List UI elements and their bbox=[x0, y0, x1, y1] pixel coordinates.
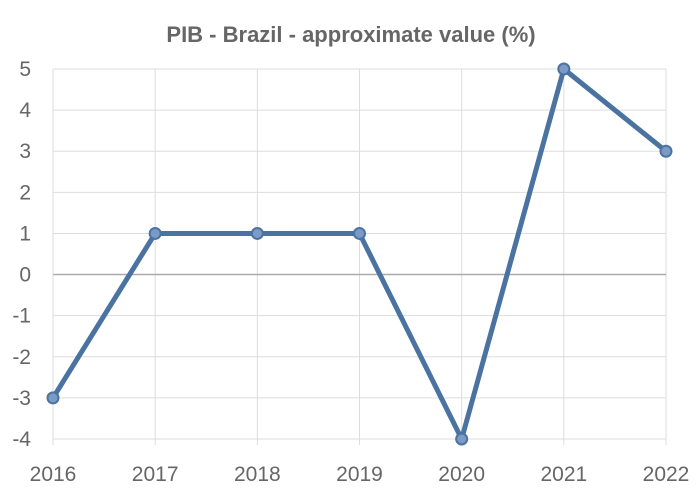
data-point-2022 bbox=[659, 144, 673, 158]
y-tick-label: -4 bbox=[12, 428, 31, 451]
grid bbox=[53, 68, 667, 445]
y-tick-label: 4 bbox=[19, 99, 31, 122]
y-tick-label: 1 bbox=[19, 222, 31, 245]
data-point-2018 bbox=[250, 226, 264, 240]
y-tick-label: 3 bbox=[19, 140, 31, 163]
x-tick-label: 2016 bbox=[30, 463, 77, 486]
x-tick-label: 2020 bbox=[438, 463, 485, 486]
data-point-2019 bbox=[353, 226, 366, 240]
y-tick-label: 5 bbox=[19, 58, 31, 81]
y-tick-label: -2 bbox=[12, 346, 31, 369]
data-point-2016 bbox=[46, 391, 60, 405]
y-tick-label: 0 bbox=[19, 264, 31, 287]
x-tick-label: 2022 bbox=[643, 463, 690, 486]
data-point-2017 bbox=[148, 226, 162, 240]
y-tick-label: 2 bbox=[19, 181, 31, 204]
chart-title: PIB - Brazil - approximate value (%) bbox=[166, 22, 535, 47]
data-point-2021 bbox=[557, 62, 571, 76]
x-tick-label: 2017 bbox=[132, 463, 179, 486]
y-tick-label: -3 bbox=[12, 387, 31, 410]
x-tick-label: 2019 bbox=[336, 463, 383, 486]
x-tick-label: 2021 bbox=[540, 463, 587, 486]
data-point-2020 bbox=[455, 432, 469, 446]
axes bbox=[52, 69, 666, 445]
y-tick-label: -1 bbox=[12, 305, 31, 328]
data-markers bbox=[46, 62, 673, 446]
x-tick-label: 2018 bbox=[234, 463, 281, 486]
tick-labels: -4 -3 -2 -1 0 1 2 3 4 5 2016 2017 2018 2019 2020 2021 20… bbox=[12, 58, 689, 486]
